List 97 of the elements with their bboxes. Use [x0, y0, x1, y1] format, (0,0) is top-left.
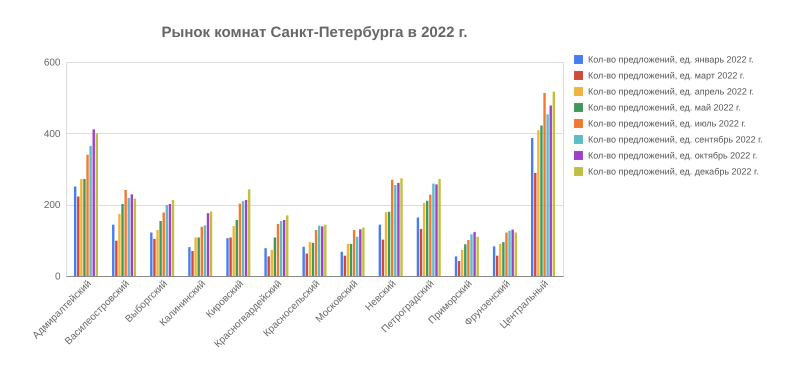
bar — [362, 227, 365, 276]
bar — [89, 146, 92, 276]
bar — [280, 221, 282, 276]
bar — [200, 226, 203, 276]
bar — [188, 247, 191, 276]
bar — [382, 240, 384, 276]
bar — [502, 242, 505, 276]
legend-label: Кол-во предложений, ед. октябрь 2022 г. — [588, 150, 758, 160]
bar — [378, 224, 382, 276]
bar — [92, 129, 95, 276]
bar — [162, 212, 165, 276]
bar — [150, 232, 153, 276]
bar — [537, 130, 540, 276]
bar — [359, 229, 362, 276]
bar — [306, 254, 308, 276]
bar — [96, 133, 98, 276]
bar — [534, 172, 536, 276]
bar — [210, 211, 212, 276]
bar — [473, 232, 476, 276]
bar — [134, 198, 136, 276]
bar — [308, 242, 312, 276]
bar — [492, 246, 496, 276]
bar — [344, 256, 346, 276]
bar — [302, 246, 305, 276]
bar — [550, 106, 552, 276]
bar — [198, 237, 200, 276]
bar — [244, 200, 248, 276]
y-tick-label: 200 — [44, 200, 61, 212]
bar — [514, 232, 517, 276]
bar — [130, 194, 134, 276]
bar — [166, 205, 168, 276]
bar — [340, 252, 343, 276]
bar — [426, 200, 428, 276]
bar — [552, 92, 556, 276]
bar — [159, 221, 162, 276]
bar — [546, 114, 549, 276]
bar — [267, 256, 270, 276]
bar — [229, 237, 232, 276]
bar — [282, 220, 286, 276]
bar — [397, 182, 400, 276]
bar — [74, 186, 76, 276]
bar — [80, 178, 83, 276]
bar — [391, 180, 394, 276]
bar — [124, 190, 127, 276]
bar — [352, 230, 356, 276]
bar — [460, 250, 464, 276]
legend-label: Кол-во предложений, ед. июль 2022 г. — [588, 118, 746, 128]
bar — [464, 244, 466, 276]
bar — [530, 138, 534, 276]
bar — [429, 194, 432, 276]
bar — [324, 224, 327, 276]
y-tick-label: 600 — [44, 58, 61, 68]
bar — [394, 185, 397, 276]
bar — [153, 238, 156, 276]
bar — [467, 240, 470, 276]
bar — [346, 244, 350, 276]
bar — [264, 248, 267, 276]
bar — [194, 237, 197, 276]
bar — [511, 230, 514, 276]
bar — [422, 202, 426, 276]
legend-label: Кол-во предложений, ед. декабрь 2022 г. — [588, 166, 759, 176]
bar — [236, 220, 238, 276]
bar — [432, 184, 435, 276]
bar — [274, 237, 276, 276]
bar — [168, 204, 172, 276]
bar — [270, 250, 273, 276]
bar — [496, 256, 498, 276]
bar — [248, 189, 250, 276]
bar — [321, 226, 324, 276]
bar — [115, 240, 118, 276]
bar — [232, 226, 235, 276]
bar — [112, 224, 114, 276]
bar — [318, 226, 320, 276]
bar — [128, 198, 130, 276]
bar — [499, 244, 502, 276]
bar — [77, 196, 80, 276]
bar — [83, 178, 86, 276]
bar — [416, 218, 420, 276]
bar — [118, 214, 121, 276]
bar — [476, 236, 479, 276]
bar — [238, 204, 242, 276]
legend-label: Кол-во предложений, ед. апрель 2022 г. — [588, 86, 754, 96]
legend-label: Кол-во предложений, ед. сентябрь 2022 г. — [588, 134, 763, 144]
bar — [458, 261, 460, 276]
chart-title: Рынок комнат Санкт-Петербурга в 2022 г. — [161, 24, 468, 41]
bar — [286, 215, 288, 276]
y-tick-label: 0 — [54, 272, 61, 282]
bar — [508, 230, 511, 276]
bar — [543, 93, 546, 276]
legend-label: Кол-во предложений, ед. май 2022 г. — [588, 102, 741, 112]
bar — [438, 178, 441, 276]
bar — [356, 236, 358, 276]
legend-label: Кол-во предложений, ед. март 2022 г. — [588, 70, 745, 80]
bar — [388, 212, 390, 276]
y-tick-label: 400 — [44, 128, 61, 140]
bar — [204, 225, 206, 276]
legend-label: Кол-во предложений, ед. январь 2022 г. — [588, 54, 754, 64]
